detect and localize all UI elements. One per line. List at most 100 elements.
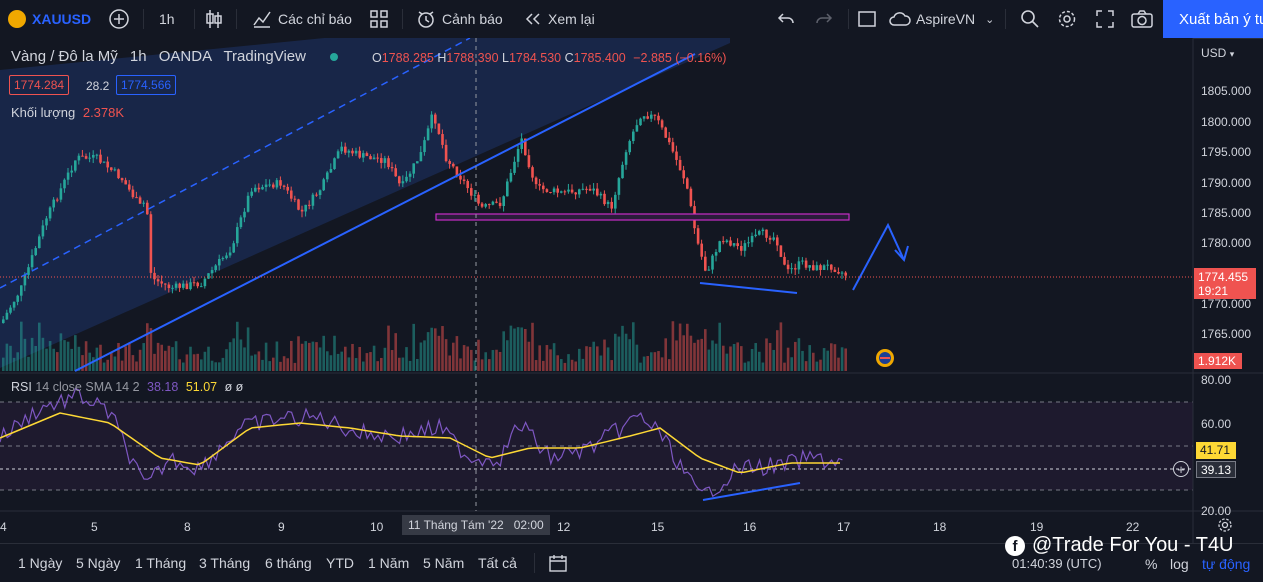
volume-bar (570, 359, 574, 371)
volume-bar (596, 346, 599, 371)
auto-toggle[interactable]: tự động (1202, 556, 1251, 572)
projection-arrow[interactable] (852, 222, 905, 291)
volume-bar (272, 357, 275, 371)
volume-bar (38, 322, 41, 371)
volume-bar (16, 352, 19, 371)
indicators-button[interactable]: Các chỉ báo (252, 0, 352, 38)
candle-body (632, 131, 635, 142)
open-label: O (372, 51, 382, 65)
volume-bar (495, 349, 498, 371)
volume-bar (840, 347, 844, 371)
range-1y[interactable]: 1 Năm (368, 555, 410, 571)
volume-bar (599, 355, 603, 371)
volume-bar (765, 338, 768, 371)
fullscreen-button[interactable] (1096, 0, 1114, 38)
volume-bar (736, 342, 739, 371)
rsi-tick: 80.00 (1201, 373, 1232, 387)
candle-body (326, 172, 329, 180)
volume-bar (606, 347, 610, 371)
volume-bar (563, 362, 567, 371)
range-1d[interactable]: 1 Ngày (18, 555, 63, 571)
currency-selector[interactable]: USD ▾ (1201, 46, 1234, 60)
candle-body (758, 231, 761, 235)
ask-price-box[interactable]: 1774.566 (116, 75, 177, 95)
candle-body (441, 134, 444, 145)
volume-bar (66, 341, 70, 371)
range-ytd[interactable]: YTD (326, 555, 354, 571)
fullscreen-box-button[interactable] (858, 0, 876, 38)
rsi-params: 14 close SMA 14 2 (35, 380, 140, 394)
replay-button[interactable]: Xem lại (524, 0, 595, 38)
range-5y[interactable]: 5 Năm (423, 555, 465, 571)
volume-bar (711, 340, 714, 371)
candle-body (502, 196, 505, 207)
symbol-search[interactable]: XAUUSD (8, 0, 91, 38)
time-axis-settings-button[interactable] (1217, 517, 1233, 533)
volume-bar (617, 336, 621, 371)
candle-body (495, 201, 498, 203)
volume-bar (268, 361, 271, 371)
candle-body (574, 192, 577, 195)
candle-body (16, 295, 19, 302)
change-value: −2.885 (−0.16%) (633, 51, 727, 65)
volume-bar (156, 342, 160, 371)
compare-button[interactable] (108, 0, 130, 38)
goto-date-button[interactable] (549, 554, 567, 577)
candles (2, 110, 847, 324)
percent-toggle[interactable]: % (1145, 556, 1158, 572)
volume-bar (437, 335, 441, 371)
undo-button[interactable] (777, 0, 795, 38)
settings-button[interactable] (1057, 0, 1077, 38)
candle-body (567, 189, 570, 192)
add-plus-icon[interactable]: + (1173, 461, 1189, 477)
volume-bar (185, 354, 189, 371)
volume-bar (203, 351, 207, 371)
clock[interactable]: 01:40:39 (UTC) (1012, 556, 1102, 571)
range-1m[interactable]: 1 Tháng (135, 555, 187, 571)
range-3m[interactable]: 3 Tháng (199, 555, 251, 571)
range-6m[interactable]: 6 tháng (265, 555, 312, 571)
candle-body (459, 175, 462, 180)
square-icon (858, 11, 876, 27)
alert-button[interactable]: Cảnh báo (416, 0, 503, 38)
volume-bar (45, 348, 48, 371)
volume-bar (635, 344, 639, 371)
channel-mid-trendline[interactable] (0, 38, 471, 289)
candle-body (92, 155, 95, 158)
candle-body (23, 274, 27, 286)
log-toggle[interactable]: log (1170, 556, 1189, 572)
snapshot-button[interactable] (1131, 0, 1153, 38)
price-divergence-line[interactable] (699, 282, 798, 294)
volume-bar (707, 349, 711, 371)
volume-bar (362, 361, 365, 371)
chart-canvas[interactable] (0, 38, 1263, 581)
publish-idea-button[interactable]: Xuất bản ý tư (1163, 0, 1263, 38)
redo-button[interactable] (815, 0, 833, 38)
layout-button[interactable]: AspireVN ⌄ (888, 0, 994, 38)
high-value: 1788.390 (446, 51, 499, 65)
chart-area[interactable]: Vàng / Đô la Mỹ 1h OANDA TradingView O17… (0, 38, 1263, 581)
candle-body (106, 161, 109, 168)
candle-body (646, 116, 649, 119)
volume-bar (243, 347, 246, 371)
support-zone[interactable] (435, 213, 850, 221)
current-price-badge: 1774.455 19:21 (1194, 268, 1256, 299)
templates-button[interactable] (370, 0, 388, 38)
range-all[interactable]: Tất cả (478, 555, 517, 571)
volume-bar (797, 338, 801, 371)
volume-bar (804, 361, 808, 371)
volume-bar (412, 323, 415, 371)
search-button[interactable] (1020, 0, 1040, 38)
range-5d[interactable]: 5 Ngày (76, 555, 121, 571)
volume-bars (2, 321, 847, 371)
volume-bar (5, 343, 9, 371)
volume-bar (110, 352, 113, 371)
bid-price-box[interactable]: 1774.284 (9, 75, 70, 95)
channel-lower-trendline[interactable] (74, 53, 696, 372)
rsi-divergence-line[interactable] (702, 482, 801, 501)
chart-type-button[interactable] (205, 0, 223, 38)
interval-button[interactable]: 1h (159, 0, 175, 38)
candle-body (844, 272, 847, 276)
volume-bar (426, 332, 430, 371)
candle-body (398, 176, 401, 184)
